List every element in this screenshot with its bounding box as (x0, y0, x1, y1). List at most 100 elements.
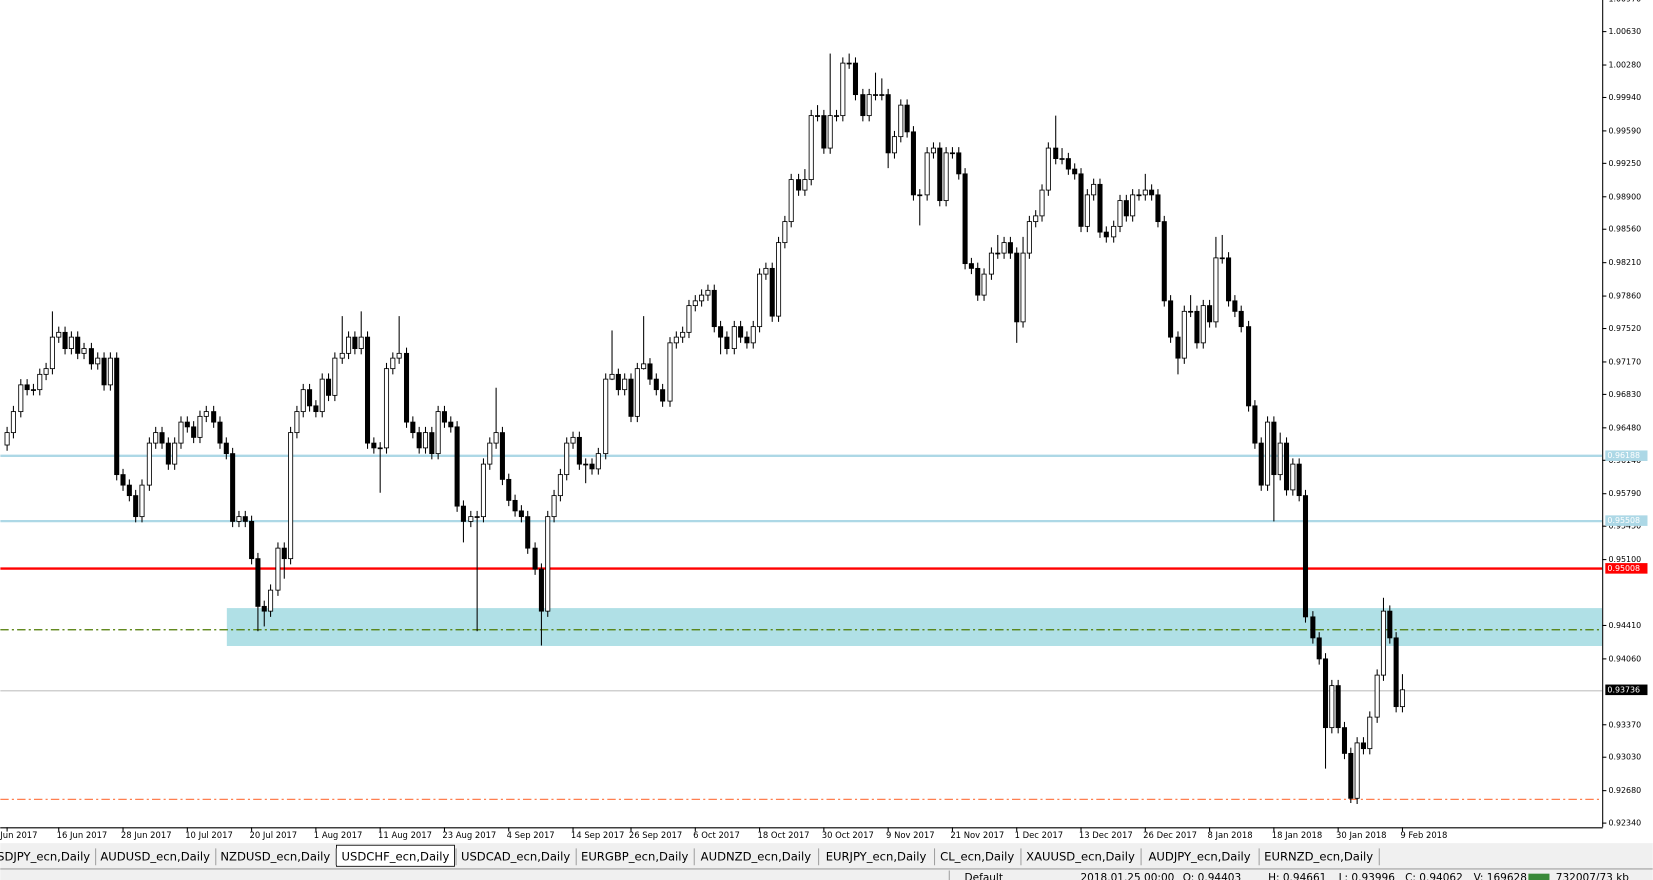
tab-label[interactable]: EURGBP_ecn,Daily (581, 849, 688, 863)
candle-body (1302, 495, 1309, 618)
y-tick-label: 0.98210 (1608, 258, 1641, 267)
y-tick-label: 0.98560 (1608, 225, 1641, 234)
x-tick-label: 14 Sep 2017 (571, 830, 624, 840)
price-label: 0.96188 (1607, 451, 1640, 460)
candle-body (1142, 189, 1148, 196)
candle-body (981, 273, 987, 296)
candle-body (43, 368, 49, 375)
candle-body (1310, 616, 1316, 639)
price-label: 0.93736 (1607, 685, 1640, 694)
y-tick-label: 0.95790 (1608, 489, 1641, 498)
x-tick-label: 8 Jan 2018 (1207, 830, 1252, 840)
tab-label[interactable]: USDCAD_ecn,Daily (461, 849, 570, 863)
y-tick-label: 1.00970 (1608, 0, 1641, 4)
candle-body (178, 421, 184, 444)
candle-body (1387, 610, 1393, 639)
candle-body (223, 442, 229, 455)
x-tick-label: Jun 2017 (0, 830, 38, 840)
candle-body (81, 348, 87, 354)
status-icon (1528, 873, 1550, 880)
candle-body (172, 442, 178, 465)
candle-body (769, 267, 775, 317)
candle-body (680, 331, 686, 338)
candle-body (1084, 194, 1090, 227)
candle-body (165, 442, 171, 465)
candle-body (403, 352, 410, 423)
candle-body (1238, 310, 1244, 328)
candle-body (506, 478, 512, 501)
candle-body (30, 389, 36, 391)
candle-body (802, 179, 808, 191)
candle-body (827, 115, 833, 149)
y-tick-label: 1.00280 (1608, 61, 1641, 70)
candle-body (1329, 685, 1335, 729)
tab-label[interactable]: XAUUSD_ecn,Daily (1026, 849, 1135, 863)
candle-body (1181, 310, 1187, 359)
candle-body (242, 516, 248, 522)
tab-label[interactable]: AUDJPY_ecn,Daily (1149, 849, 1251, 863)
candle-body (1136, 194, 1142, 197)
candle-body (49, 336, 55, 370)
y-tick-label: 0.95100 (1608, 555, 1641, 564)
candle-body (1045, 147, 1051, 191)
status-text: Default (965, 872, 1003, 880)
candle-body (261, 605, 267, 612)
candle-body (1026, 221, 1032, 254)
candle-body (281, 547, 287, 560)
status-text: C: 0.94062 (1405, 872, 1463, 880)
tab-label[interactable]: EURJPY_ecn,Daily (826, 849, 927, 863)
x-tick-label: 21 Nov 2017 (950, 830, 1004, 840)
candle-body (358, 336, 364, 350)
candle-body (557, 474, 563, 497)
candle-body (815, 115, 821, 117)
tab-label[interactable]: NZDUSD_ecn,Daily (220, 849, 330, 863)
candle-body (885, 94, 891, 154)
x-tick-label: 1 Aug 2017 (314, 830, 363, 840)
tab-label[interactable]: SDJPY_ecn,Daily (0, 849, 90, 863)
tab-label[interactable]: CL_ecn,Daily (940, 849, 1014, 863)
y-tick-label: 0.98900 (1608, 192, 1641, 201)
candle-body (891, 136, 898, 154)
y-tick-label: 0.96480 (1608, 423, 1641, 432)
candle-body (1065, 158, 1071, 170)
candle-body (249, 520, 255, 560)
candle-body (796, 179, 802, 191)
candle-body (1149, 189, 1155, 196)
candle-body (1219, 257, 1225, 260)
candle-body (1194, 310, 1200, 344)
candle-body (744, 336, 750, 344)
candle-body (962, 173, 968, 265)
candle-body (365, 336, 371, 444)
tab-label[interactable]: USDCHF_ecn,Daily (342, 849, 450, 863)
candle-body (1265, 421, 1271, 486)
candle-body (667, 342, 673, 402)
y-tick-label: 0.99250 (1608, 159, 1641, 168)
candle-body (1380, 610, 1387, 676)
candle-body (1059, 158, 1065, 160)
candle-body (487, 442, 493, 465)
candle-body (1374, 674, 1380, 718)
candle-body (551, 495, 557, 518)
x-tick-label: 9 Nov 2017 (886, 830, 935, 840)
y-tick-label: 0.97170 (1608, 357, 1641, 366)
price-label: 0.95508 (1607, 516, 1640, 525)
candle-body (757, 273, 763, 328)
candle-body (1232, 300, 1238, 312)
candle-body (949, 152, 955, 155)
candle-body (647, 363, 653, 380)
tab-label[interactable]: EURNZD_ecn,Daily (1264, 849, 1373, 863)
candle-body (1296, 463, 1302, 497)
candle-body (1316, 637, 1322, 660)
tab-label[interactable]: AUDUSD_ecn,Daily (100, 849, 210, 863)
candle-body (692, 300, 698, 307)
candle-body (1277, 442, 1283, 476)
status-text: L: 0.93996 (1339, 872, 1396, 880)
tab-label[interactable]: AUDNZD_ecn,Daily (701, 849, 812, 863)
candle-body (184, 421, 190, 428)
candle-body (435, 411, 441, 455)
candle-body (18, 384, 24, 413)
candle-body (107, 357, 113, 386)
y-tick-label: 0.92340 (1608, 819, 1641, 828)
candle-body (126, 484, 132, 497)
